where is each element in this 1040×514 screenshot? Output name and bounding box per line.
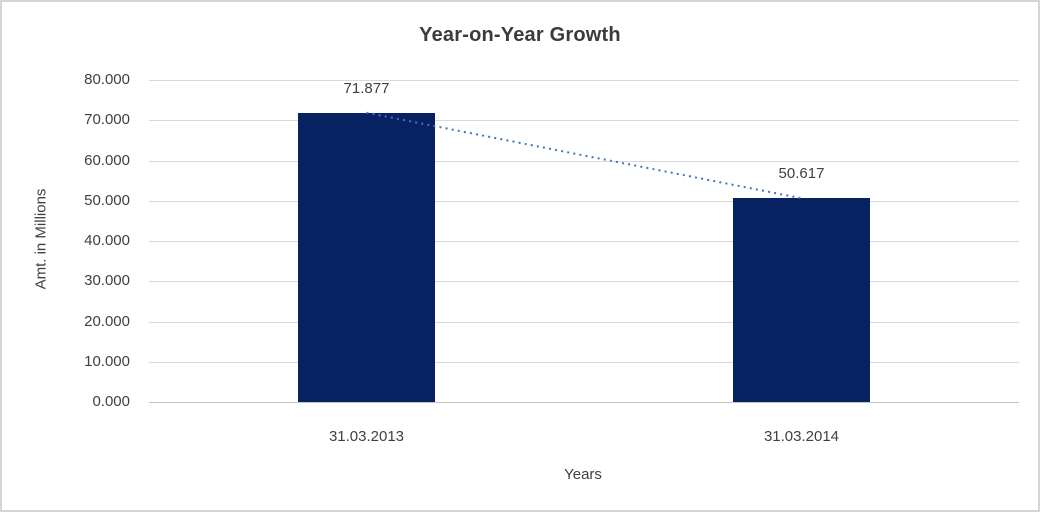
bar <box>733 198 870 402</box>
chart-title: Year-on-Year Growth <box>419 24 621 46</box>
y-tick-label: 60.000 <box>84 152 130 169</box>
value-label: 50.617 <box>778 165 825 183</box>
x-axis-title: Years <box>564 466 602 483</box>
category-label: 31.03.2014 <box>763 428 840 445</box>
gridline <box>149 322 1019 323</box>
x-axis-line <box>149 402 1019 403</box>
y-tick-label: 30.000 <box>84 272 130 289</box>
bar <box>298 112 435 402</box>
y-tick-label: 20.000 <box>84 313 130 330</box>
gridline <box>149 161 1019 162</box>
category-label: 31.03.2013 <box>328 428 405 445</box>
gridline <box>149 281 1019 282</box>
y-tick-label: 80.000 <box>84 71 130 88</box>
y-tick-label: 50.000 <box>84 192 130 209</box>
gridline <box>149 201 1019 202</box>
gridline <box>149 80 1019 81</box>
value-label: 71.877 <box>343 79 390 97</box>
y-tick-label: 10.000 <box>84 353 130 370</box>
gridline <box>149 120 1019 121</box>
y-tick-label: 70.000 <box>84 111 130 128</box>
gridline <box>149 241 1019 242</box>
y-tick-label: 40.000 <box>84 232 130 249</box>
y-tick-label: 0.000 <box>92 393 130 410</box>
gridline <box>149 362 1019 363</box>
